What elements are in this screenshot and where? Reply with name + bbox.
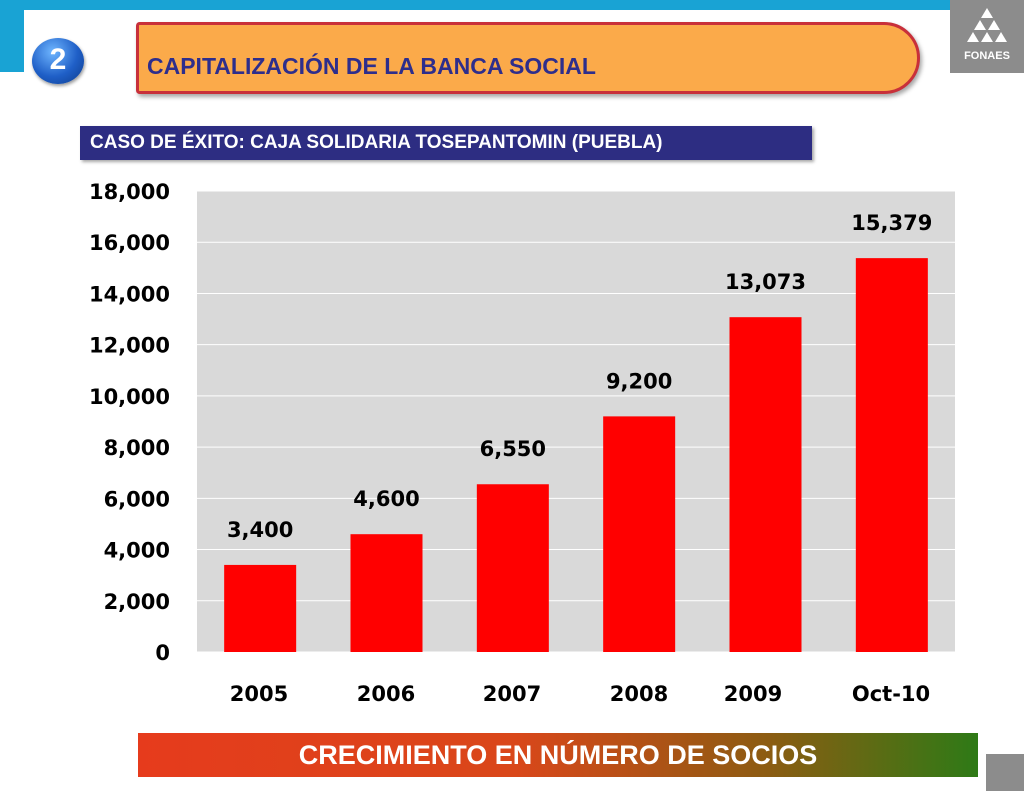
y-tick-label: 6,000 <box>104 487 170 511</box>
data-label: 15,379 <box>851 211 932 235</box>
fonaes-logo: FONAES <box>950 0 1024 73</box>
x-tick-label: 2009 <box>724 682 782 706</box>
corner-decoration <box>986 754 1024 791</box>
slide-number-badge: 2 <box>32 38 84 84</box>
x-tick-label: 2005 <box>230 682 288 706</box>
bar-chart: 0 2,000 4,000 6,000 8,000 10,000 12,000 14,000 1… <box>89 180 955 706</box>
x-tick-label: Oct-10 <box>852 682 930 706</box>
y-tick-label: 10,000 <box>89 385 170 409</box>
x-tick-label: 2008 <box>610 682 668 706</box>
y-tick-label: 18,000 <box>89 180 170 204</box>
data-label: 4,600 <box>353 487 419 511</box>
data-label: 6,550 <box>480 437 546 461</box>
footer-banner: CRECIMIENTO EN NÚMERO DE SOCIOS <box>138 733 978 777</box>
subtitle-banner: CASO DE ÉXITO: CAJA SOLIDARIA TOSEPANTOM… <box>80 126 812 160</box>
y-tick-label: 16,000 <box>89 231 170 255</box>
data-label: 3,400 <box>227 518 293 542</box>
pyramid-icon <box>967 8 1007 42</box>
y-tick-label: 4,000 <box>104 539 170 563</box>
page-title: CAPITALIZACIÓN DE LA BANCA SOCIAL <box>147 53 596 79</box>
y-tick-label: 8,000 <box>104 436 170 460</box>
plot-area <box>197 191 955 652</box>
bar <box>855 258 928 652</box>
top-accent-bar <box>0 0 950 10</box>
data-label: 13,073 <box>725 270 806 294</box>
y-tick-label: 0 <box>155 641 170 665</box>
bar <box>350 534 423 652</box>
y-tick-label: 14,000 <box>89 282 170 306</box>
bar <box>476 484 549 652</box>
logo-text: FONAES <box>964 50 1010 62</box>
x-tick-label: 2006 <box>357 682 415 706</box>
y-tick-label: 2,000 <box>104 590 170 614</box>
left-accent-bar <box>0 0 24 72</box>
data-label: 9,200 <box>606 369 672 393</box>
title-banner: CAPITALIZACIÓN DE LA BANCA SOCIAL <box>136 22 920 94</box>
x-tick-label: 2007 <box>483 682 541 706</box>
y-tick-label: 12,000 <box>89 334 170 358</box>
bar <box>729 317 802 652</box>
bar <box>603 416 676 652</box>
bar <box>224 564 297 652</box>
